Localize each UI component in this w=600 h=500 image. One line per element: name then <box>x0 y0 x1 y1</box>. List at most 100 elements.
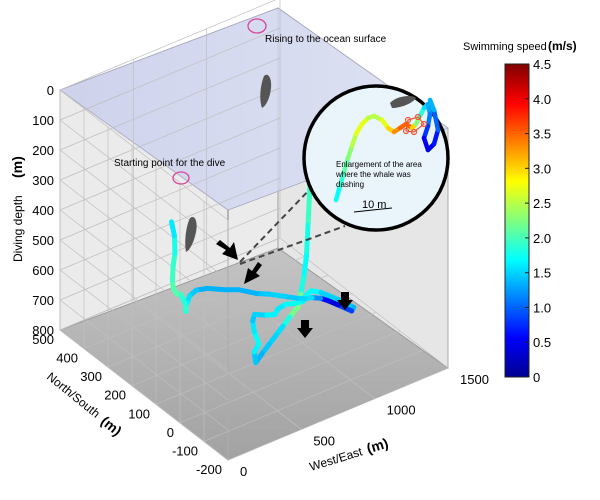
zoom-line <box>239 159 339 263</box>
inset-caption-line2: where the whale was <box>335 170 411 179</box>
gridline-z-right <box>59 27 281 121</box>
trajectory-segment <box>298 275 307 297</box>
x-axis-unit: (m) <box>365 435 391 457</box>
trajectory-segment <box>169 219 177 239</box>
whale-silhouette-icon <box>390 95 416 108</box>
trajectory-segment <box>171 233 178 256</box>
colorbar-tick-label: 0.5 <box>533 335 551 350</box>
gridline-z-left <box>59 269 229 401</box>
gridline-z-left <box>59 239 229 371</box>
y-axis-unit: (m) <box>98 413 125 439</box>
y-tick-label: 400 <box>56 351 78 366</box>
y-tick-label: 100 <box>128 406 150 421</box>
gridline-y-floor <box>179 330 401 424</box>
annotation-rising: Rising to the ocean surface <box>265 34 387 45</box>
grid-lines <box>59 0 449 461</box>
inset-trajectory-segment <box>431 107 441 133</box>
x-tick-label: 0 <box>240 464 247 479</box>
inset-scale-label: 10 m <box>362 199 386 211</box>
inset-caption-line1: Enlargement of the area <box>336 160 422 169</box>
inset-trajectory-segment <box>333 183 343 203</box>
colorbar-tick-label: 0 <box>533 370 540 385</box>
trajectory-segment <box>204 285 228 293</box>
x-tick-label: 1500 <box>460 372 489 387</box>
gridline-z-left <box>59 89 229 221</box>
colorbar-ticks: 4.5 4.0 3.5 3.0 2.5 2.0 1.5 1.0 0.5 0 <box>525 57 551 385</box>
colorbar-gradient <box>504 63 530 378</box>
z-tick-label: 700 <box>32 293 54 308</box>
z-tick-label: 100 <box>32 113 54 128</box>
z-tick-label: 400 <box>32 203 54 218</box>
annotation-starting: Starting point for the dive <box>114 158 226 169</box>
inset-red-markers <box>402 113 428 136</box>
gridline-z-left <box>59 209 229 341</box>
y-tick-label: 300 <box>80 369 102 384</box>
colorbar-tick-label: 4.5 <box>533 57 551 72</box>
colorbar-title: Swimming speed <box>463 41 547 53</box>
y-tick-label: 500 <box>32 332 54 347</box>
gridline-z-right <box>59 57 281 151</box>
z-axis-label: Diving depth (m) <box>9 156 25 262</box>
gridline-z-right <box>59 87 281 181</box>
inset-scale-bar <box>353 207 393 213</box>
colorbar-tick-label: 4.0 <box>533 92 551 107</box>
gridline-y-floor <box>155 311 377 405</box>
colorbar-tick-label: 2.5 <box>533 196 551 211</box>
inset-trajectory-segment <box>337 169 347 189</box>
inset-enlargement: Enlargement of the area where the whale … <box>302 84 450 232</box>
colorbar-tick-label: 3.0 <box>533 161 551 176</box>
y-tick-label: 200 <box>104 388 126 403</box>
x-tick-label: 1000 <box>387 403 416 418</box>
colorbar-unit: (m/s) <box>548 39 577 53</box>
inset-caption-line3: dashing <box>336 180 364 189</box>
x-tick-label: 500 <box>313 433 335 448</box>
surface-point-marker <box>247 18 267 34</box>
z-tick-label: 800 <box>32 323 54 338</box>
gridline-y-floor <box>107 274 329 368</box>
gridline-z-right <box>59 0 277 91</box>
gridline-z-right <box>59 207 281 301</box>
gridline-z-left <box>59 149 229 281</box>
gridline-y-floor <box>227 367 449 461</box>
gridline-z-left <box>59 119 229 251</box>
colorbar: Swimming speed (m/s) 4.5 4.0 3.5 3.0 2.5 2.0 1… <box>463 39 577 385</box>
z-axis-title: Diving depth <box>11 195 25 262</box>
trajectory-segment <box>235 287 260 296</box>
y-tick-label: -100 <box>172 443 198 458</box>
gridline-y-floor <box>59 237 281 331</box>
gridline-z-left <box>59 299 229 431</box>
colorbar-tick-label: 3.5 <box>533 127 551 142</box>
whale-silhouette-icon <box>185 216 197 252</box>
trajectory-series <box>169 130 357 366</box>
inset-trajectory-segment <box>431 127 441 147</box>
x-axis-title: West/East <box>308 444 365 474</box>
colorbar-tick-label: 1.5 <box>533 266 551 281</box>
trajectory-segment <box>318 289 341 302</box>
z-tick-label: 300 <box>32 173 54 188</box>
z-axis-ticks: 0 100 200 300 400 500 600 700 800 <box>32 83 54 338</box>
inset-trajectory-segment <box>427 97 437 113</box>
z-tick-label: 200 <box>32 143 54 158</box>
gridline-x-floor <box>59 329 229 461</box>
y-tick-label: 0 <box>167 425 174 440</box>
gridline-y-floor <box>203 349 425 442</box>
arrow-icon <box>337 292 353 310</box>
zoom-line <box>239 225 346 265</box>
z-tick-label: 500 <box>32 233 54 248</box>
z-tick-label: 0 <box>47 83 54 98</box>
trajectory-segment <box>266 291 287 299</box>
gridline-z-right <box>59 117 281 211</box>
arrow-icon <box>297 320 313 338</box>
trajectory-segment <box>305 191 312 228</box>
arrow-icon <box>244 262 262 284</box>
trajectory-segment <box>301 253 309 281</box>
y-tick-label: -200 <box>196 462 222 477</box>
gridline-y-floor <box>83 256 305 349</box>
z-tick-label: 600 <box>32 263 54 278</box>
gridline-y-floor <box>131 293 353 387</box>
z-axis-unit: (m) <box>9 156 25 178</box>
whale-silhouette-icon <box>260 74 272 108</box>
arrow-markers <box>216 240 353 338</box>
